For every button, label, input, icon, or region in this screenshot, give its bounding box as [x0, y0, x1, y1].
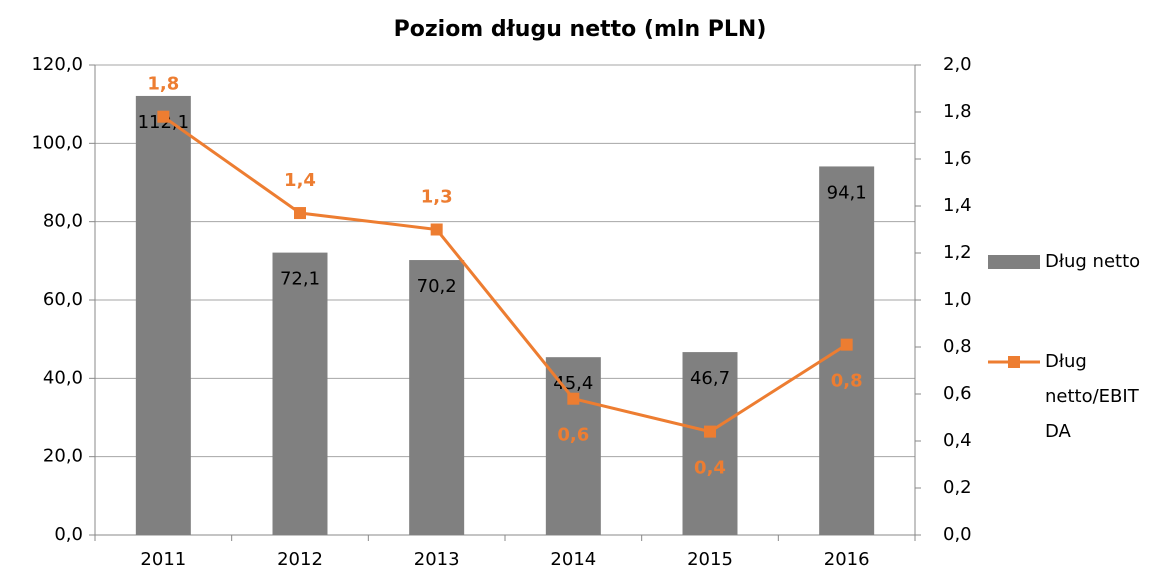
bar	[272, 252, 328, 535]
bar-value-label: 46,7	[690, 368, 730, 389]
bar-value-label: 70,2	[417, 276, 457, 297]
line	[162, 115, 848, 434]
line-marker	[567, 392, 580, 405]
x-tick-label: 2014	[550, 549, 596, 570]
legend-marker	[1008, 356, 1020, 368]
bar-value-label: 94,1	[827, 182, 867, 203]
y2-tick-label: 1,8	[943, 101, 972, 122]
legend-label: Dług netto/EBIT DA	[1045, 351, 1140, 442]
y-tick-label: 80,0	[43, 211, 83, 232]
line-marker	[840, 338, 853, 351]
bar	[545, 357, 601, 535]
line-value-label: 1,3	[421, 187, 453, 208]
y-tick-label: 20,0	[43, 446, 83, 467]
chart-title: Poziom długu netto (mln PLN)	[394, 17, 767, 42]
y2-tick-label: 1,6	[943, 148, 972, 169]
line-marker	[430, 223, 443, 236]
bar-value-label: 72,1	[280, 269, 320, 290]
bar	[682, 352, 738, 535]
line-value-label: 1,8	[147, 74, 179, 95]
y-tick-label: 0,0	[54, 524, 83, 545]
x-tick-label: 2011	[140, 549, 186, 570]
x-tick-label: 2016	[824, 549, 870, 570]
y2-tick-label: 1,4	[943, 195, 972, 216]
y2-tick-label: 0,8	[943, 336, 972, 357]
line-value-label: 0,8	[831, 371, 863, 392]
x-tick-label: 2013	[414, 549, 460, 570]
y-tick-label: 60,0	[43, 289, 83, 310]
line-value-label: 0,4	[694, 458, 726, 479]
legend-swatch	[988, 255, 1040, 269]
y2-tick-label: 1,0	[943, 289, 972, 310]
bar	[409, 260, 465, 535]
y-tick-label: 40,0	[43, 367, 83, 388]
line-value-label: 1,4	[284, 170, 316, 191]
y2-tick-label: 0,2	[943, 477, 972, 498]
x-tick-label: 2015	[687, 549, 733, 570]
bar	[135, 95, 191, 536]
y2-tick-label: 0,4	[943, 430, 972, 451]
y-tick-label: 100,0	[31, 132, 83, 153]
legend-label: Dług netto	[1045, 251, 1140, 272]
line-marker	[157, 110, 170, 123]
y2-tick-label: 2,0	[943, 54, 972, 75]
x-tick-label: 2012	[277, 549, 323, 570]
y2-tick-label: 1,2	[943, 242, 972, 263]
bar-value-label: 45,4	[553, 373, 593, 394]
bar	[819, 166, 875, 536]
y2-tick-label: 0,0	[943, 524, 972, 545]
y2-tick-label: 0,6	[943, 383, 972, 404]
line-marker	[704, 425, 716, 438]
line-marker	[294, 207, 306, 220]
line-value-label: 0,6	[557, 425, 589, 446]
y-tick-label: 120,0	[31, 54, 83, 75]
